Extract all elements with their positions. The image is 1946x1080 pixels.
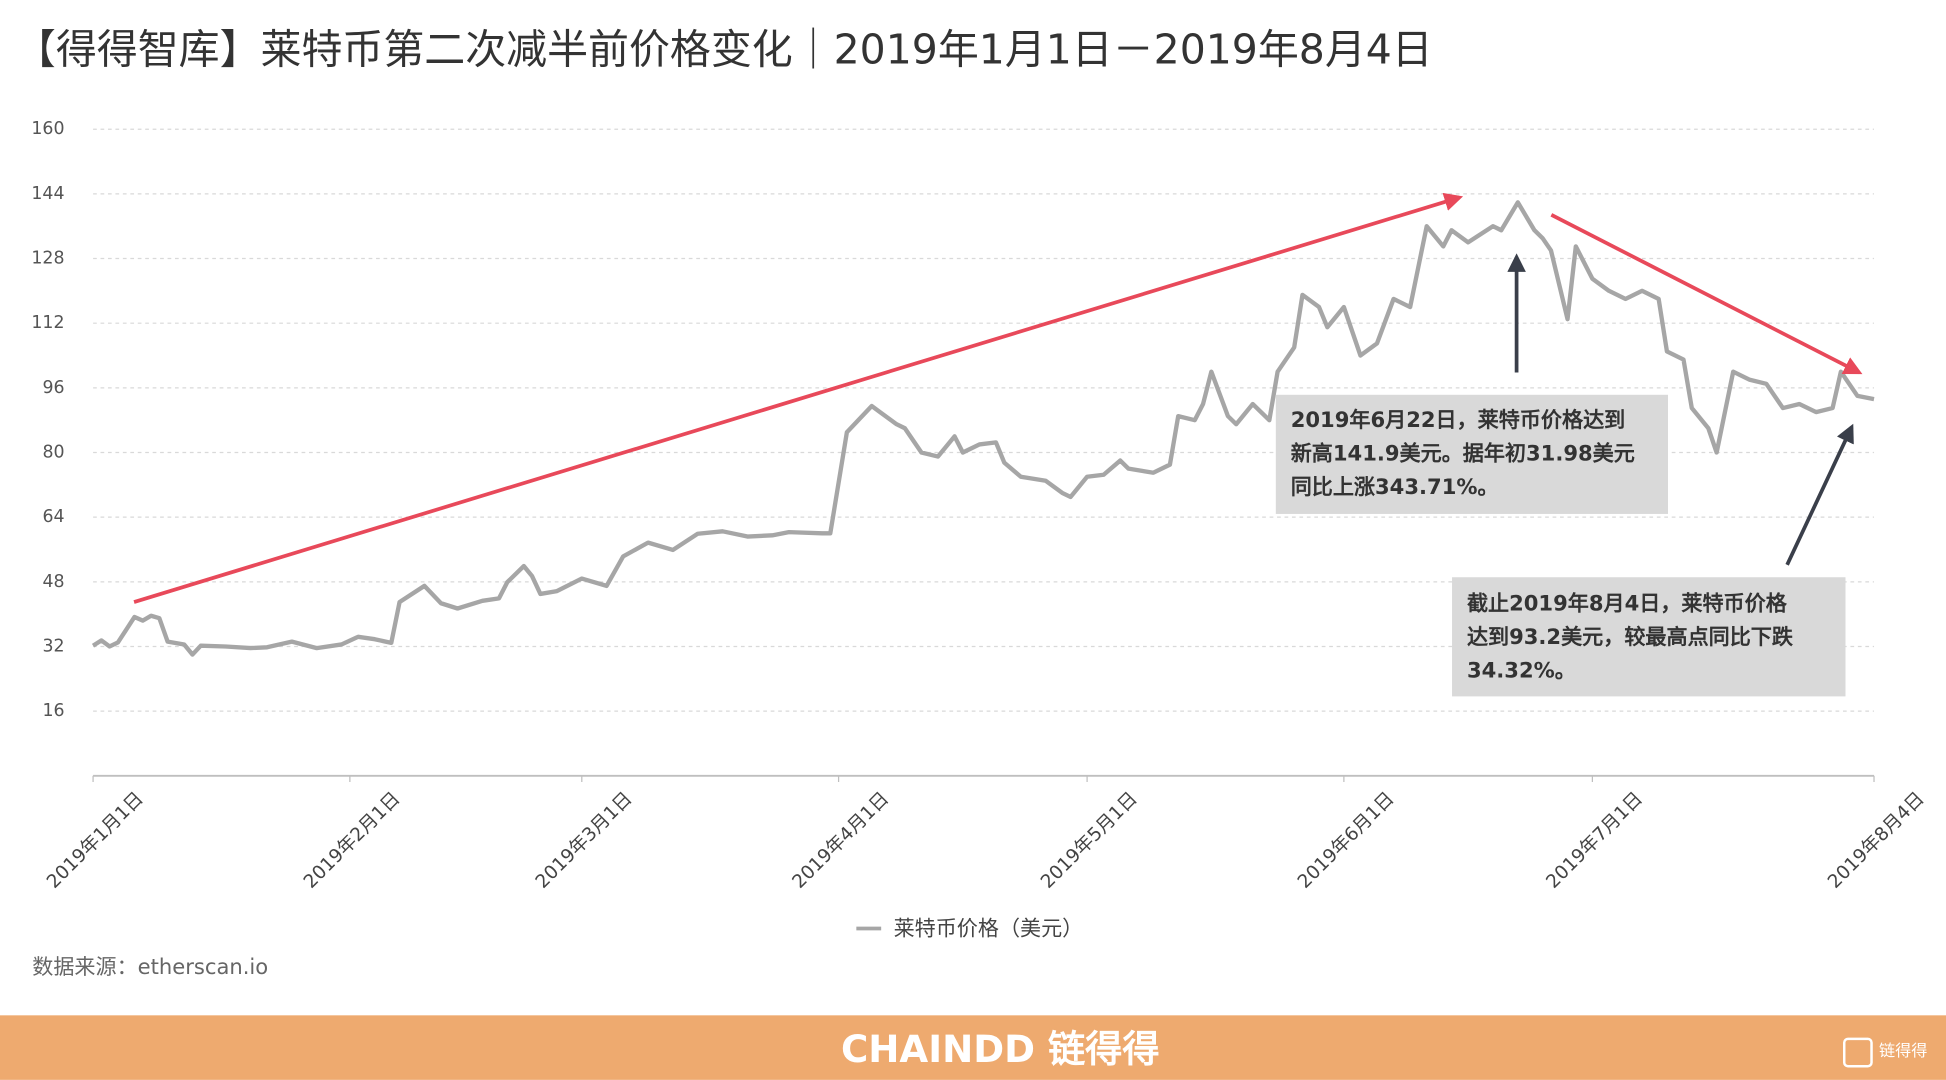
y-tick-label: 112 [31, 313, 64, 333]
footer-brand: CHAINDD 链得得 [841, 1027, 1160, 1071]
source: 数据来源：etherscan.io [32, 954, 268, 979]
y-tick-label: 80 [42, 443, 64, 463]
footer-logo-icon [1842, 1037, 1873, 1068]
annotation-text: 2019年6月22日，莱特币价格达到 [1291, 407, 1626, 432]
annotation-box [1452, 577, 1846, 697]
annotation-text: 新高141.9美元。据年初31.98美元 [1291, 440, 1635, 465]
trend-arrow [133, 192, 1464, 604]
annotation-text: 达到93.2美元，较最高点同比下跌 [1467, 624, 1794, 649]
y-tick-label: 96 [42, 378, 64, 398]
annotation-box [1275, 394, 1668, 514]
annotation-text: 同比上涨343.71%。 [1291, 474, 1499, 499]
y-tick-label: 144 [31, 184, 64, 204]
price-line [91, 200, 1875, 657]
pointer-arrow [1785, 423, 1854, 566]
annotation-text: 34.32%。 [1467, 658, 1576, 683]
legend-label: 莱特币价格（美元） [894, 916, 1084, 941]
footer-logo: 链得得 [1879, 1041, 1927, 1060]
y-tick-label: 160 [31, 119, 64, 139]
trend-arrow [1550, 213, 1863, 375]
chart-title: 【得得智库】莱特币第二次减半前价格变化｜2019年1月1日－2019年8月4日 [15, 25, 1433, 73]
annotation: 截止2019年8月4日，莱特币价格 达到93.2美元，较最高点同比下跌 34.3… [1452, 577, 1846, 697]
y-tick-label: 128 [31, 249, 64, 269]
annotation-text: 截止2019年8月4日，莱特币价格 [1467, 591, 1788, 616]
y-tick-label: 48 [42, 572, 64, 592]
footer-bar [0, 1015, 1946, 1080]
y-tick-label: 64 [42, 507, 64, 527]
annotation: 2019年6月22日，莱特币价格达到 新高141.9美元。据年初31.98美元 … [1275, 394, 1668, 514]
y-tick-label: 16 [42, 701, 64, 721]
y-tick-label: 32 [42, 636, 64, 656]
